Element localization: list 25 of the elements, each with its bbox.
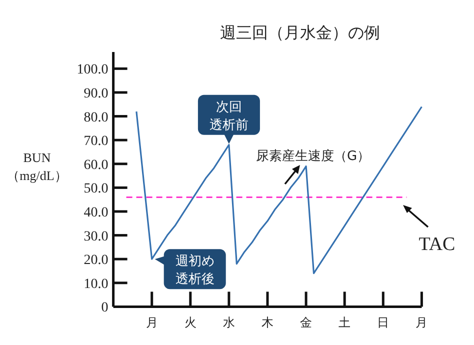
x-tick-label: 火 xyxy=(184,316,196,330)
x-tick-label: 金 xyxy=(300,316,312,330)
x-tick-label: 月 xyxy=(416,316,428,330)
annotation: 尿素産生速度（G） xyxy=(256,148,370,164)
y-tick-label: 70.0 xyxy=(84,134,108,150)
y-tick-label: 80.0 xyxy=(84,110,108,126)
y-tick-label: 20.0 xyxy=(84,253,108,268)
x-tick-label: 土 xyxy=(338,316,351,330)
ref-line-label: TAC xyxy=(418,234,456,255)
chart-title: 週三回（月水金）の例 xyxy=(220,23,380,42)
annotation: 週初め透析後 xyxy=(175,254,214,288)
annotation: 次回透析前 xyxy=(209,100,248,133)
y-tick-label: 90.0 xyxy=(84,86,108,102)
x-tick-label: 月 xyxy=(146,316,158,330)
y-tick-label: 30.0 xyxy=(84,229,108,244)
x-tick-label: 水 xyxy=(222,316,235,330)
y-tick-label: 100.0 xyxy=(76,62,108,78)
y-tick-label: 60.0 xyxy=(84,158,108,173)
y-tick-label: 0 xyxy=(101,300,108,316)
x-tick-label: 日 xyxy=(377,316,390,330)
x-tick-label: 木 xyxy=(262,316,274,330)
y-tick-label: 40.0 xyxy=(84,205,108,220)
y-tick-label: 10.0 xyxy=(84,276,108,292)
y-tick-label: 50.0 xyxy=(84,182,108,197)
y-axis-title: BUN （mg/dL） xyxy=(6,150,68,183)
